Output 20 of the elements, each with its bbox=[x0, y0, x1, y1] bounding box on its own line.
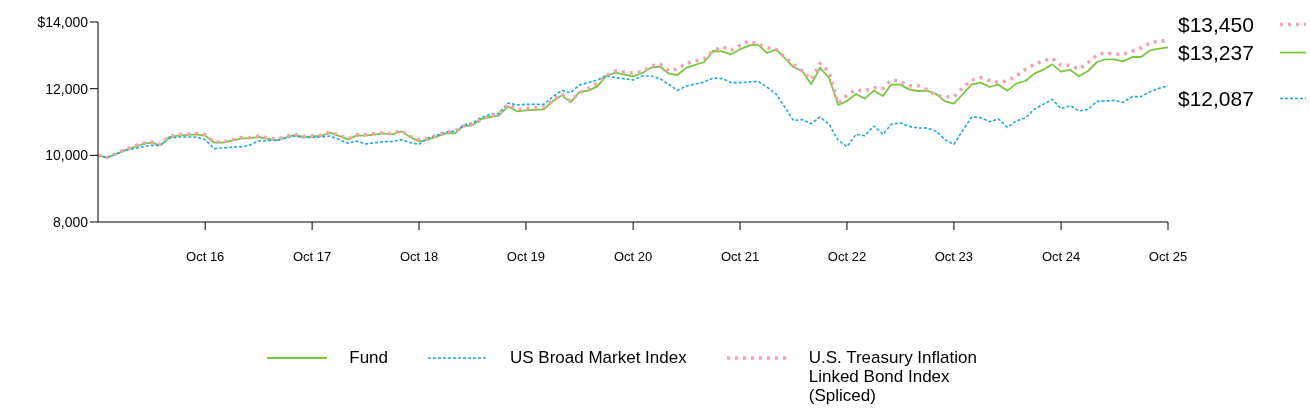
x-tick-label: Oct 17 bbox=[292, 249, 332, 265]
x-tick-label: Oct 19 bbox=[506, 249, 546, 265]
data-label: $12,087 bbox=[1178, 86, 1254, 110]
data-label: $13,237 bbox=[1178, 40, 1254, 64]
y-tick-label: 10,000 bbox=[45, 147, 89, 164]
legend-label: Fund bbox=[349, 348, 389, 367]
x-tick-label: Oct 25 bbox=[1148, 249, 1188, 265]
x-tick-label: Oct 16 bbox=[186, 249, 225, 265]
legend-label: U.S. Treasury Inflation Linked Bond Index (Spliced) bbox=[808, 348, 978, 405]
y-tick-label: $14,000 bbox=[37, 13, 89, 30]
legend-label: US Broad Market Index bbox=[510, 348, 687, 367]
data-label: $13,450 bbox=[1178, 12, 1254, 36]
y-tick-label: 8,000 bbox=[52, 213, 89, 230]
x-tick-label: Oct 24 bbox=[1041, 249, 1081, 265]
x-tick-label: Oct 22 bbox=[827, 249, 867, 265]
y-tick-label: 12,000 bbox=[45, 80, 89, 97]
x-tick-label: Oct 20 bbox=[614, 249, 653, 265]
x-tick-label: Oct 18 bbox=[399, 249, 439, 265]
x-tick-label: Oct 23 bbox=[934, 249, 974, 265]
x-tick-label: Oct 21 bbox=[720, 249, 760, 265]
